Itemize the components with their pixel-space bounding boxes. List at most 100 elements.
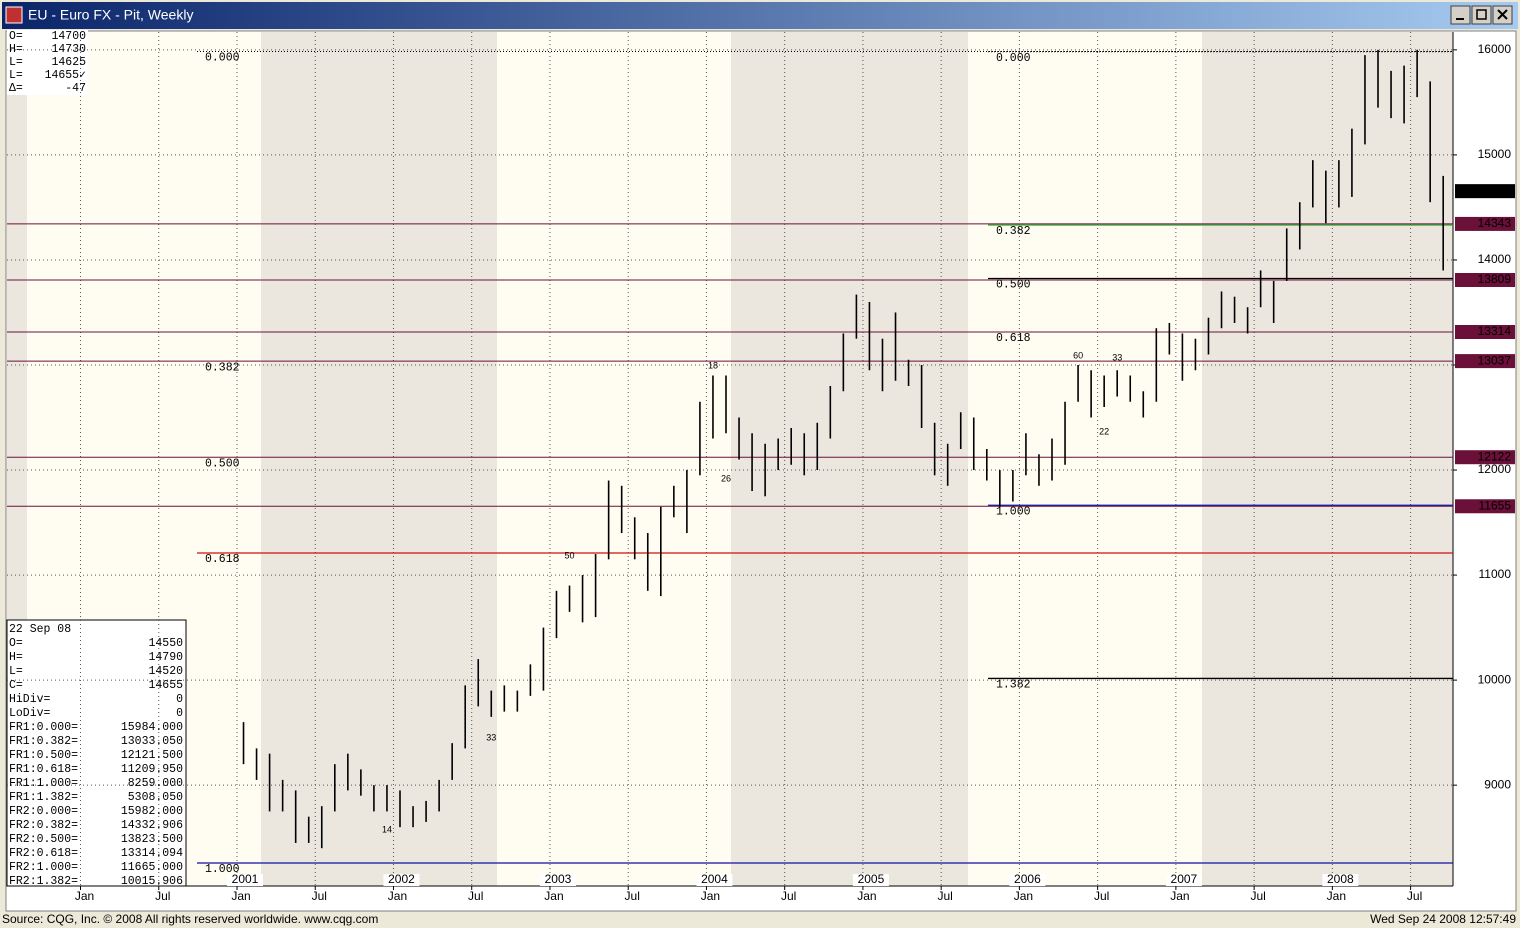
maximize-button[interactable] <box>1471 5 1492 25</box>
fib-row-value: 15982.000 <box>121 805 183 818</box>
quote-value: 14730 <box>51 43 86 56</box>
x-tick-label: Jul <box>781 889 796 903</box>
fib-row-value: 8259.000 <box>128 777 183 790</box>
price-box-label: 14655 <box>1478 183 1512 197</box>
year-label-bg <box>1165 874 1202 886</box>
status-time: Wed Sep 24 2008 12:57:49 <box>1370 912 1516 926</box>
year-label: 2004 <box>701 872 728 886</box>
year-label-bg <box>696 874 733 886</box>
fib-row-label: FR2:1.382= <box>9 875 78 888</box>
data-row-value: 0 <box>176 693 183 706</box>
fib-row-label: FR1:1.000= <box>9 777 78 790</box>
year-label: 2006 <box>1014 872 1041 886</box>
year-label-bg <box>852 874 889 886</box>
price-box <box>1455 184 1515 199</box>
fib-label: 0.000 <box>996 52 1031 65</box>
shaded-band <box>731 32 968 886</box>
price-box <box>1455 216 1515 231</box>
x-tick-label: Jul <box>468 889 483 903</box>
fib-row-value: 15984.000 <box>121 721 183 734</box>
quote-value: 14625 <box>51 56 86 69</box>
fib-row-label: FR1:0.500= <box>9 749 78 762</box>
y-tick-label: 11000 <box>1479 567 1512 581</box>
fib-row-label: FR2:0.382= <box>9 819 78 832</box>
y-tick-label: 10000 <box>1478 672 1512 686</box>
data-row-value: 14655 <box>148 679 183 692</box>
annotation: 14 <box>382 825 392 835</box>
year-label-bg <box>227 874 263 886</box>
close-icon <box>1497 9 1508 20</box>
fib-label: 1.382 <box>996 678 1031 691</box>
x-tick-label: Jan <box>857 889 876 903</box>
year-label-bg <box>383 874 420 886</box>
annotation: 18 <box>708 360 718 370</box>
shaded-band <box>261 32 497 886</box>
fib-label: 0.618 <box>205 553 240 566</box>
fib-row-label: FR2:1.000= <box>9 861 78 874</box>
fib-label: 0.500 <box>205 457 240 470</box>
x-tick-label: Jan <box>1014 889 1033 903</box>
fib-row-label: FR1:0.000= <box>9 721 78 734</box>
quote-label: L= <box>9 69 23 82</box>
annotation: 50 <box>565 550 575 560</box>
x-tick-label: Jul <box>1250 889 1265 903</box>
x-tick-label: Jan <box>1170 889 1189 903</box>
x-tick-label: Jan <box>1327 889 1346 903</box>
price-box-label: 12122 <box>1478 449 1512 463</box>
annotation: 26 <box>721 473 731 483</box>
quote-label: L= <box>9 56 23 69</box>
fib-row-value: 12121.500 <box>121 749 183 762</box>
fib-row-value: 14332.906 <box>121 819 183 832</box>
window-buttons[interactable] <box>1450 5 1513 25</box>
title-bar <box>2 2 1518 29</box>
fib-row-label: FR1:0.382= <box>9 735 78 748</box>
price-box-label: 11655 <box>1479 498 1512 512</box>
x-tick-label: Jul <box>1094 889 1109 903</box>
year-label-bg <box>539 874 576 886</box>
price-box <box>1455 354 1515 369</box>
data-row-label: HiDiv= <box>9 693 51 706</box>
plot-area <box>7 32 1453 886</box>
fib-label: 1.000 <box>996 505 1031 518</box>
y-tick-label: 14000 <box>1478 252 1512 266</box>
price-box-label: 13037 <box>1478 353 1512 367</box>
data-box-date: 22 Sep 08 <box>9 623 71 636</box>
fib-label: 0.382 <box>996 225 1031 238</box>
fib-row-label: FR1:0.618= <box>9 763 78 776</box>
quote-value: 14655✓ <box>45 69 87 82</box>
minimize-button[interactable] <box>1450 5 1471 25</box>
maximize-icon <box>1476 9 1487 20</box>
quote-value: -47 <box>65 82 86 95</box>
data-row-label: C= <box>9 679 23 692</box>
annotation: 33 <box>1112 352 1122 362</box>
annotation: 22 <box>1099 426 1109 436</box>
data-row-label: O= <box>9 637 23 650</box>
year-label: 2002 <box>388 872 415 886</box>
year-label: 2003 <box>545 872 572 886</box>
x-tick-label: Jan <box>231 889 250 903</box>
status-source: Source: CQG, Inc. © 2008 All rights rese… <box>2 912 378 926</box>
year-label: 2005 <box>858 872 885 886</box>
price-box <box>1455 325 1515 340</box>
fib-label: 1.000 <box>205 863 240 876</box>
data-row-value: 14790 <box>148 651 183 664</box>
x-tick-label: Jul <box>312 889 327 903</box>
price-box-label: 13314 <box>1478 324 1512 338</box>
annotation: 60 <box>1073 350 1083 360</box>
quote-value: 14700 <box>51 30 86 43</box>
x-tick-label: Jul <box>155 889 170 903</box>
quote-label: O= <box>9 30 23 43</box>
fib-row-value: 11209.950 <box>121 763 183 776</box>
data-row-label: H= <box>9 651 23 664</box>
x-tick-label: Jul <box>1407 889 1422 903</box>
data-row-value: 14520 <box>148 665 183 678</box>
fib-row-value: 10015.906 <box>121 875 183 888</box>
window-title: EU - Euro FX - Pit, Weekly <box>28 7 193 23</box>
x-tick-label: Jan <box>544 889 563 903</box>
data-row-value: 14550 <box>148 637 183 650</box>
quote-box <box>7 30 88 95</box>
year-label: 2008 <box>1327 872 1354 886</box>
app-icon <box>5 6 23 24</box>
shaded-band <box>1202 32 1453 886</box>
